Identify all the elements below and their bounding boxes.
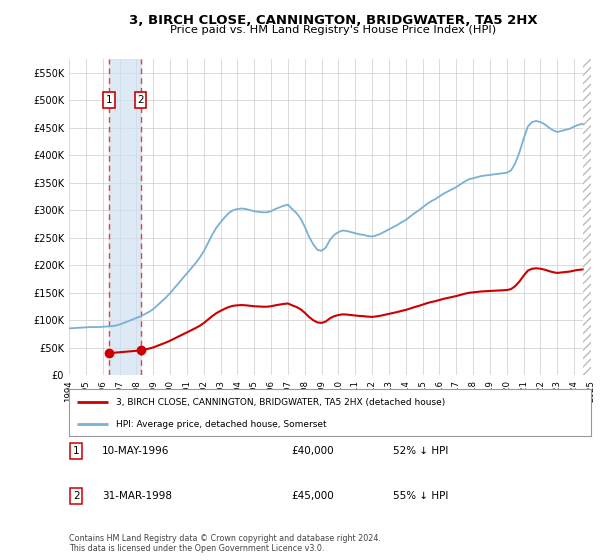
Text: 2: 2 bbox=[73, 491, 80, 501]
Text: 55% ↓ HPI: 55% ↓ HPI bbox=[393, 491, 448, 501]
Text: HPI: Average price, detached house, Somerset: HPI: Average price, detached house, Some… bbox=[116, 419, 326, 428]
Text: 1: 1 bbox=[106, 95, 112, 105]
Text: £45,000: £45,000 bbox=[291, 491, 334, 501]
Text: 2: 2 bbox=[137, 95, 144, 105]
Text: Contains HM Land Registry data © Crown copyright and database right 2024.
This d: Contains HM Land Registry data © Crown c… bbox=[69, 534, 381, 553]
Bar bbox=[109, 59, 140, 375]
Text: Price paid vs. HM Land Registry's House Price Index (HPI): Price paid vs. HM Land Registry's House … bbox=[170, 25, 496, 35]
Text: 3, BIRCH CLOSE, CANNINGTON, BRIDGWATER, TA5 2HX: 3, BIRCH CLOSE, CANNINGTON, BRIDGWATER, … bbox=[128, 14, 538, 27]
Text: 31-MAR-1998: 31-MAR-1998 bbox=[102, 491, 172, 501]
Text: 3, BIRCH CLOSE, CANNINGTON, BRIDGWATER, TA5 2HX (detached house): 3, BIRCH CLOSE, CANNINGTON, BRIDGWATER, … bbox=[116, 398, 445, 407]
Text: 1: 1 bbox=[73, 446, 80, 456]
Text: £40,000: £40,000 bbox=[291, 446, 334, 456]
Text: 52% ↓ HPI: 52% ↓ HPI bbox=[393, 446, 448, 456]
Text: 10-MAY-1996: 10-MAY-1996 bbox=[102, 446, 169, 456]
